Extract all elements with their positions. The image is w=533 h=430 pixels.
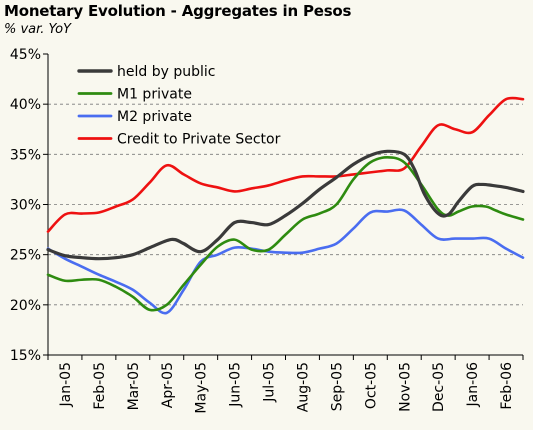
x-tick-label: Oct-05	[363, 362, 379, 409]
x-tick-label: Jan-05	[58, 362, 74, 407]
x-tick-label: Jul-05	[262, 362, 278, 403]
y-tick-label: 30%	[10, 198, 41, 214]
x-tick-label: Jun-05	[228, 362, 244, 408]
series-line-m1-private	[46, 156, 525, 312]
legend-label: held by public	[117, 64, 215, 80]
x-tick-label: Mar-05	[126, 362, 142, 410]
x-tick-label: Dec-05	[431, 362, 447, 412]
legend-label: M2 private	[117, 109, 192, 125]
y-tick-label: 25%	[10, 248, 41, 264]
series-line-held-by-public	[46, 149, 525, 261]
series-line-credit-to-private-sector	[46, 96, 525, 233]
series-line-m2-private	[46, 208, 525, 315]
x-tick-label: May-05	[194, 362, 210, 414]
x-tick-label: Apr-05	[160, 362, 176, 408]
chart-subtitle: % var. YoY	[4, 22, 71, 37]
x-tick-label: Sep-05	[329, 362, 345, 411]
chart-title: Monetary Evolution - Aggregates in Pesos	[4, 2, 352, 20]
x-tick-label: Feb-05	[92, 362, 108, 410]
x-tick-label: Aug-05	[295, 362, 311, 412]
x-tick-label: Feb-06	[499, 362, 515, 410]
y-tick-label: 45%	[10, 47, 41, 63]
y-tick-label: 15%	[10, 348, 41, 364]
y-tick-label: 20%	[10, 298, 41, 314]
y-tick-label: 40%	[10, 97, 41, 113]
legend-label: Credit to Private Sector	[117, 132, 281, 148]
x-tick-label: Jan-06	[465, 362, 481, 408]
x-tick-label: Nov-05	[397, 362, 413, 412]
y-tick-label: 35%	[10, 147, 41, 163]
legend-label: M1 private	[117, 87, 192, 103]
